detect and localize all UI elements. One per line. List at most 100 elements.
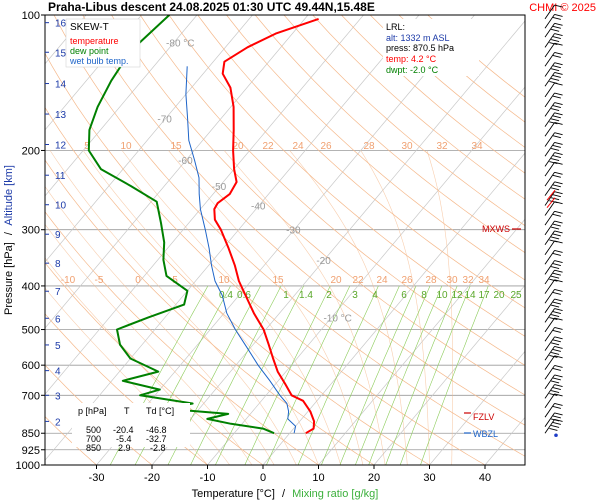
isotherm-line [45, 15, 198, 197]
mixing-ratio-line [167, 285, 261, 465]
x-tick-label: -20 [144, 472, 160, 484]
mixing-ratio-line [420, 285, 489, 465]
wind-barb-staff [544, 211, 555, 226]
wind-barb-staff [544, 92, 555, 108]
dry-adiabat [283, 15, 525, 227]
isotherm-label: -30 [286, 226, 301, 237]
altitude-tick-label: 16 [55, 19, 67, 30]
y-axis-label-pressure: Pressure [hPa] [3, 242, 15, 315]
wind-barb-feather [551, 380, 560, 384]
wind-barb-staff [544, 220, 555, 236]
wind-barb-feather [551, 314, 560, 317]
lrl-heading: LRL: [386, 22, 405, 32]
wind-barb-staff [544, 82, 555, 98]
wind-barb [544, 112, 563, 127]
wind-barb-feather [554, 161, 563, 165]
wind-barb-feather [554, 308, 563, 311]
wind-barb-staff [544, 419, 555, 434]
wind-barb-feather [554, 112, 563, 116]
mixing-ratio-label: 4 [372, 290, 378, 301]
wind-barb [544, 336, 563, 351]
wind-barb [544, 250, 563, 265]
wind-barb-staff [544, 132, 555, 147]
table-row-1-td: -46.8 [146, 425, 167, 435]
moist-adiabat [49, 150, 297, 465]
wind-barb-staff [544, 269, 555, 285]
wind-barb-feather [552, 65, 561, 69]
temperature-line [213, 17, 319, 435]
wind-barb-feather [554, 418, 563, 422]
theta-label-upper: 24 [292, 141, 304, 152]
mixing-ratio-line [134, 285, 231, 465]
levels-table: p [hPa] T Td [°C] 500 -20.4 -46.8 700 -5… [72, 403, 190, 453]
wind-barb-feather [552, 263, 561, 266]
wind-barb-feather [551, 147, 560, 151]
wind-barb-feather [549, 121, 558, 125]
mixing-ratio-label: 1.4 [299, 290, 313, 301]
wind-barb-feather [554, 181, 563, 185]
mixing-ratio-line [399, 285, 471, 465]
wind-barb-staff [544, 122, 555, 137]
wind-barb-staff [544, 279, 555, 294]
wind-barb-staff [544, 23, 555, 38]
lrl-box: LRL: alt: 1332 m ASL press: 870.5 hPa te… [383, 19, 479, 76]
mixing-ratio-line [320, 285, 400, 465]
background-labels: -80 °C-70-60-50-40-30-20-10 °C5 10 15 20 22 2… [61, 38, 522, 324]
theta-label-mid: 5 [172, 275, 178, 286]
wind-barb-feather [552, 155, 561, 159]
wind-barb-feather [554, 191, 563, 195]
isotherm-line [45, 15, 420, 461]
x-tick-label: -10 [200, 472, 216, 484]
wind-barb-feather [554, 365, 563, 368]
wind-barb-staff [544, 250, 555, 265]
mixing-ratio-label: 1 [283, 290, 289, 301]
mixing-ratio-label: 8 [421, 290, 427, 301]
wind-barbs [544, 4, 563, 438]
mixing-ratio-line [355, 285, 431, 465]
wind-barb-feather [554, 230, 563, 234]
mixing-ratio-line [266, 285, 351, 465]
mixing-ratio-label: 14 [464, 290, 476, 301]
theta-label-mid: 30 [446, 275, 458, 286]
wind-barb [544, 4, 563, 20]
wind-barb-feather [554, 171, 563, 175]
table-row-1-t: -20.4 [113, 425, 134, 435]
isotherm-label: -40 [251, 201, 266, 212]
wind-barb-feather [551, 108, 560, 112]
wind-barb [544, 418, 563, 434]
dry-adiabat [82, 15, 525, 426]
dry-adiabat [111, 15, 525, 396]
wind-barb-feather [554, 210, 563, 214]
wind-barb [544, 161, 563, 177]
pressure-tick-label: 400 [22, 281, 40, 293]
mixing-ratio-line [215, 285, 304, 465]
wind-barb-staff [544, 4, 555, 20]
wind-barb-feather [549, 393, 558, 396]
wind-barb [544, 62, 563, 77]
wind-barb [544, 152, 563, 167]
dry-adiabat [45, 159, 375, 465]
pressure-axis-ticks: 100 200 300 400 500 600 700 850 925 1000 [16, 10, 45, 472]
pressure-tick-label: 600 [22, 360, 40, 372]
isotherm-label: -50 [212, 182, 227, 193]
wind-barb-feather [554, 336, 563, 340]
y-axis-label: Pressure [hPa] / Altitude [km] [3, 165, 15, 315]
theta-label-mid: 26 [401, 275, 413, 286]
x-tick-label: 40 [479, 472, 491, 484]
pressure-tick-label: 200 [22, 145, 40, 157]
wind-barb-feather [554, 122, 563, 125]
wind-barb [544, 13, 563, 29]
lrl-press: press: 870.5 hPa [386, 43, 454, 53]
x-tick-label: -30 [89, 472, 105, 484]
wind-barb-staff [544, 181, 555, 196]
background-lines [45, 15, 525, 465]
wind-barb [544, 102, 563, 117]
mixing-ratio-line [385, 285, 458, 465]
wind-barb-feather [554, 355, 563, 359]
x-tick-label: 30 [423, 472, 435, 484]
table-header-td: Td [°C] [146, 406, 174, 416]
wind-barb-feather [549, 427, 558, 431]
wind-barb-feather [549, 161, 558, 165]
wind-barb-feather [551, 197, 560, 201]
wind-barb [544, 171, 563, 187]
